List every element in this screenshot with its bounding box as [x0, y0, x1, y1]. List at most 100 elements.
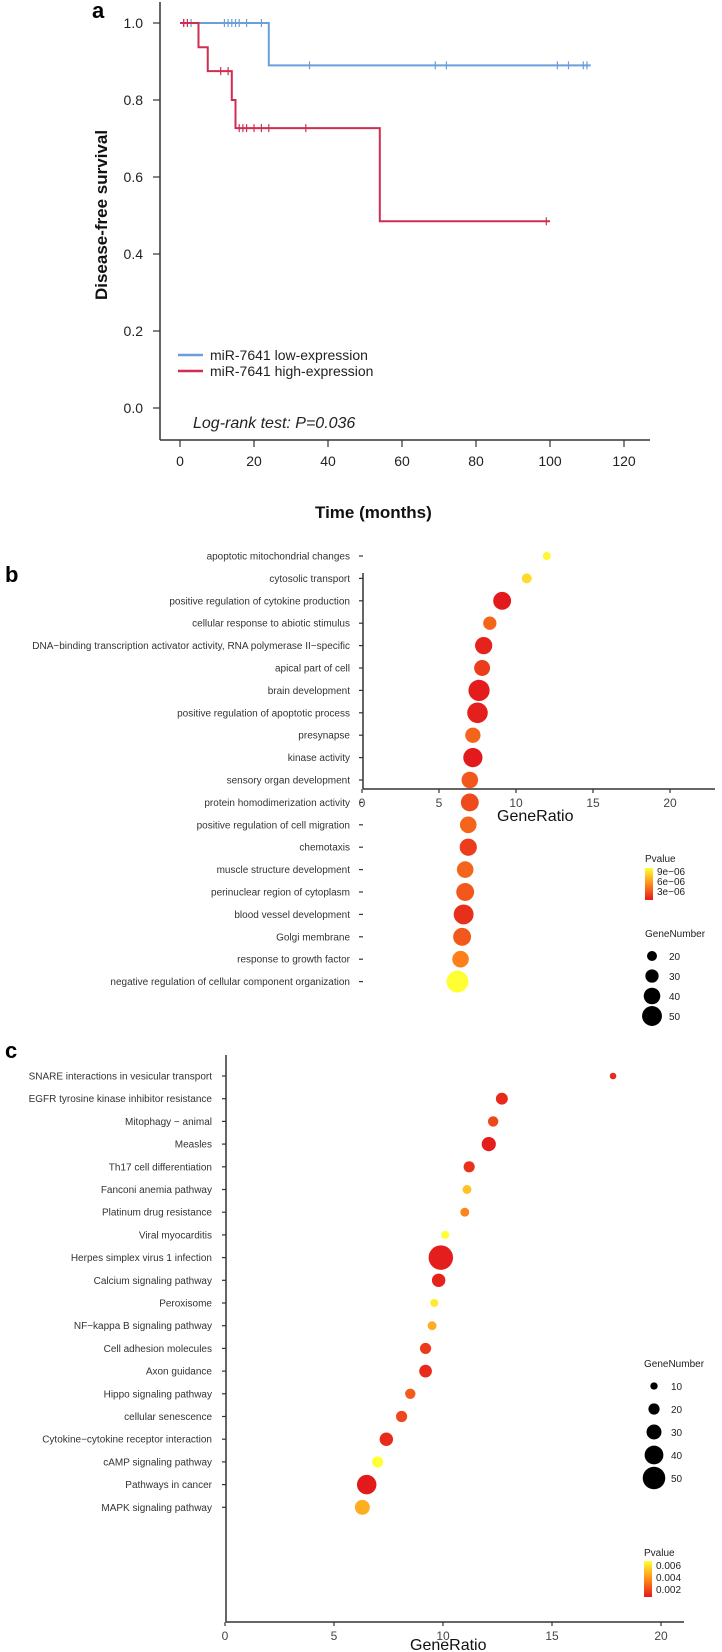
dot-point [487, 1116, 499, 1127]
x-tick-label: 0 [222, 1629, 229, 1643]
logrank-annotation: Log-rank test: P=0.036 [193, 415, 355, 432]
panel-c-pvalue-legend: Pvalue 0.006 0.004 0.002 [644, 1548, 681, 1597]
dot-point [467, 702, 488, 724]
category-label: apical part of cell [275, 664, 350, 675]
category-label: Platinum drug resistance [102, 1208, 212, 1219]
dot-point [441, 1230, 450, 1239]
panel-b-points [446, 552, 551, 993]
category-label: blood vessel development [234, 910, 350, 921]
category-label: Peroxisome [159, 1299, 212, 1310]
panel-a-x-ticks: 0 20 40 60 80 100 120 [176, 440, 636, 469]
panel-a-x-tick-label: 0 [176, 453, 184, 469]
panel-a-y-tick-label: 0.4 [124, 246, 144, 262]
dot-point [372, 1456, 384, 1468]
panel-b-pvalue-legend: Pvalue 9e−06 6e−06 3e−06 [645, 854, 686, 900]
category-label: Fanconi anemia pathway [101, 1185, 212, 1196]
dot-point [446, 970, 469, 993]
dot-point [379, 1432, 394, 1446]
dot-point [452, 950, 469, 968]
size-legend-label: 40 [669, 992, 681, 1003]
panel-c-kegg-dotplot: c SNARE interactions in vesicular transp… [5, 1038, 705, 1652]
dot-point [354, 1499, 370, 1515]
size-legend-dot [644, 1445, 664, 1465]
dot-point [493, 591, 512, 610]
dot-point [521, 573, 532, 584]
panel-c-size-legend: GeneNumber 10 20 30 40 50 [642, 1359, 705, 1490]
category-label: EGFR tyrosine kinase inhibitor resistanc… [29, 1094, 213, 1105]
panel-a-x-tick-label: 80 [468, 453, 484, 469]
panel-b-size-title: GeneNumber [645, 929, 706, 940]
dot-point [495, 1092, 508, 1105]
category-label: muscle structure development [217, 865, 351, 876]
size-legend-dot [645, 969, 659, 983]
size-legend-dot [642, 1006, 662, 1026]
category-label: cytosolic transport [269, 574, 350, 585]
dot-point [609, 1072, 617, 1080]
category-label: Th17 cell differentiation [109, 1162, 212, 1173]
category-label: sensory organ development [227, 776, 351, 787]
category-label: negative regulation of cellular componen… [110, 977, 350, 988]
size-legend-dot [642, 1466, 666, 1490]
panel-a-y-tick-label: 0.0 [124, 400, 144, 416]
x-tick-label: 20 [663, 796, 677, 810]
dot-point [427, 1321, 437, 1331]
legend-high-label: miR-7641 high-expression [210, 363, 373, 379]
x-tick-label: 15 [586, 796, 600, 810]
category-label: Hippo signaling pathway [104, 1389, 212, 1400]
size-legend-label: 40 [671, 1451, 683, 1462]
panel-a-x-label: Time (months) [315, 503, 432, 522]
panel-c-size-title: GeneNumber [644, 1359, 705, 1370]
category-label: response to growth factor [237, 955, 351, 966]
category-label: cAMP signaling pathway [103, 1457, 212, 1468]
size-legend-label: 50 [669, 1012, 681, 1023]
dot-point [456, 861, 474, 878]
category-label: apoptotic mitochondrial changes [207, 552, 350, 563]
size-legend-dot [643, 987, 661, 1005]
panel-a-x-tick-label: 40 [320, 453, 336, 469]
size-legend-label: 20 [669, 952, 681, 963]
panel-a-x-tick-label: 120 [612, 453, 636, 469]
legend-low-label: miR-7641 low-expression [210, 347, 368, 363]
panel-b-go-dotplot: b apoptotic mitochondrial changes cytosol… [5, 552, 715, 1026]
panel-a-legend: miR-7641 low-expression miR-7641 high-ex… [178, 347, 373, 379]
panel-c-x-label: GeneRatio [410, 1637, 487, 1652]
panel-c-pvalue-label-2: 0.004 [656, 1573, 681, 1584]
panel-c-points [354, 1072, 617, 1515]
dot-point [481, 1137, 496, 1152]
dot-point [430, 1298, 439, 1308]
category-label: presynapse [298, 731, 350, 742]
panel-b-categories: apoptotic mitochondrial changes cytosolic… [32, 552, 363, 988]
dot-point [475, 636, 493, 655]
category-label: Axon guidance [146, 1367, 213, 1378]
dot-point [468, 679, 490, 702]
dot-point [463, 747, 483, 768]
panel-b-pvalue-colorbar [645, 868, 653, 900]
panel-c-pvalue-colorbar [644, 1561, 652, 1597]
dot-point [542, 552, 551, 560]
panel-c-pvalue-title: Pvalue [644, 1548, 675, 1559]
size-legend-label: 20 [671, 1405, 683, 1416]
dot-point [356, 1474, 377, 1495]
panel-b-size-legend: GeneNumber 20 30 40 50 [642, 929, 706, 1026]
dot-point [419, 1364, 432, 1378]
panel-c-x-ticks: 0 5 10 15 20 [222, 1622, 668, 1643]
panel-c-pvalue-label-3: 0.002 [656, 1585, 681, 1596]
panel-a-letter: a [92, 0, 105, 23]
panel-b-pvalue-label-3: 3e−06 [657, 887, 686, 898]
dot-point [460, 793, 479, 812]
dot-point [456, 883, 475, 901]
panel-a-y-label: Disease-free survival [92, 130, 111, 300]
x-tick-label: 10 [436, 1629, 450, 1643]
dot-point [453, 927, 472, 946]
panel-b-pvalue-label-1: 9e−06 [657, 867, 686, 878]
category-label: kinase activity [288, 753, 350, 764]
dot-point [460, 1207, 470, 1217]
category-label: Cell adhesion molecules [104, 1344, 212, 1355]
panel-a-x-tick-label: 20 [246, 453, 262, 469]
km-curve-low [180, 22, 591, 67]
panel-b-letter: b [5, 562, 18, 587]
panel-a-y-tick-label: 0.6 [124, 169, 144, 185]
dot-point [419, 1342, 432, 1354]
km-curve-high [180, 22, 550, 223]
